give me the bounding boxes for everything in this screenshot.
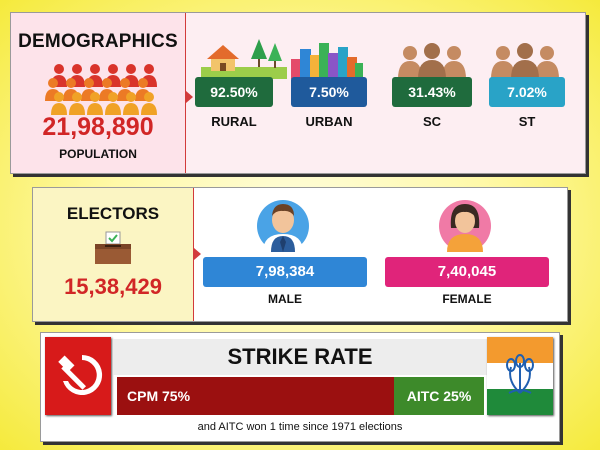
electors-total-section: ELECTORS 15,38,429 bbox=[33, 188, 194, 321]
rural-label: RURAL bbox=[211, 114, 257, 129]
ballot-box-icon bbox=[95, 231, 131, 264]
aitc-logo bbox=[487, 337, 553, 415]
st-label: ST bbox=[518, 114, 536, 129]
population-crowd-icon bbox=[45, 64, 157, 115]
demographics-title: DEMOGRAPHICS bbox=[18, 31, 178, 52]
st-value-badge: 7.02% bbox=[489, 77, 565, 107]
population-label: POPULATION bbox=[59, 147, 137, 161]
flower-grass-icon bbox=[487, 337, 553, 415]
urban-value-badge: 7.50% bbox=[291, 77, 367, 107]
female-avatar-icon bbox=[439, 200, 491, 252]
population-section: DEMOGRAPHICS 21,98,890 POPULATION bbox=[11, 13, 186, 173]
strike-rate-panel: STRIKE RATE CPM 75% AITC 25% and AITC wo… bbox=[40, 332, 560, 442]
aitc-strike-bar: AITC 25% bbox=[394, 377, 484, 415]
electors-panel: ELECTORS 15,38,429 7,98,384 MALE 7,40,04… bbox=[32, 187, 568, 322]
people-group-icon bbox=[398, 43, 466, 79]
demographics-arrow-icon bbox=[186, 91, 193, 103]
sc-label: SC bbox=[422, 114, 442, 129]
cpm-logo bbox=[45, 337, 111, 415]
strike-rate-note: and AITC won 1 time since 1971 elections bbox=[197, 421, 403, 433]
strike-rate-title: STRIKE RATE bbox=[113, 339, 487, 375]
electors-arrow-icon bbox=[194, 248, 201, 260]
urban-label: URBAN bbox=[305, 114, 353, 129]
population-value: 21,98,890 bbox=[42, 113, 154, 141]
cpm-strike-bar: CPM 75% bbox=[117, 377, 394, 415]
city-buildings-icon bbox=[291, 43, 363, 79]
rural-value-badge: 92.50% bbox=[195, 77, 273, 107]
female-label: FEMALE bbox=[442, 292, 492, 306]
male-electors-bar: 7,98,384 bbox=[203, 257, 367, 287]
people-group-icon bbox=[491, 43, 559, 79]
electors-title: ELECTORS bbox=[66, 204, 160, 223]
female-electors-bar: 7,40,045 bbox=[385, 257, 549, 287]
male-avatar-icon bbox=[257, 200, 309, 252]
rural-house-icon bbox=[201, 39, 287, 79]
male-label: MALE bbox=[268, 292, 302, 306]
hammer-sickle-icon bbox=[58, 354, 103, 395]
electors-total-value: 15,38,429 bbox=[64, 274, 162, 299]
sc-value-badge: 31.43% bbox=[392, 77, 472, 107]
demographics-panel: DEMOGRAPHICS 21,98,890 POPULATION 92.50%… bbox=[10, 12, 586, 174]
